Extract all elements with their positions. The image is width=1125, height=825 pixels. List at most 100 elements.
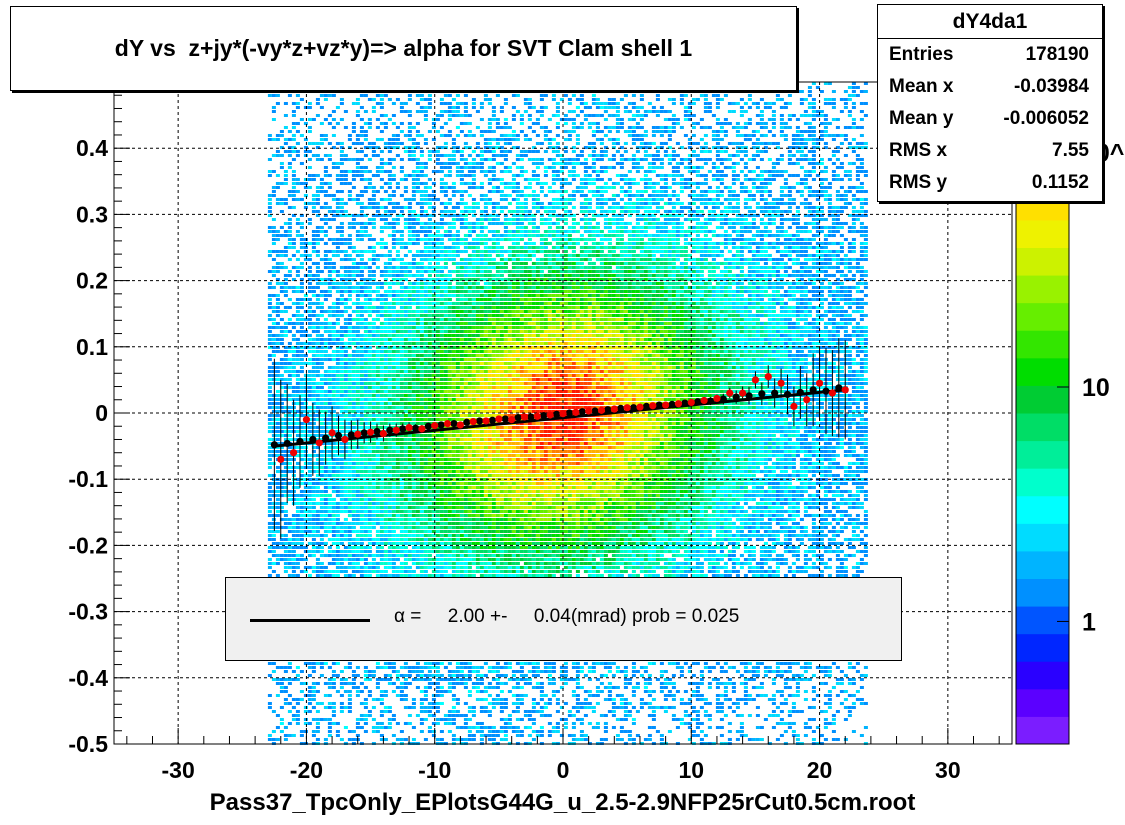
heatmap-cell — [359, 210, 364, 213]
heatmap-cell — [551, 174, 556, 177]
heatmap-cell — [703, 278, 708, 281]
heatmap-cell — [599, 106, 604, 109]
heatmap-cell — [291, 102, 296, 105]
heatmap-cell — [603, 278, 608, 281]
heatmap-cell — [319, 278, 324, 281]
heatmap-cell — [407, 126, 412, 129]
heatmap-cell — [367, 142, 372, 145]
heatmap-cell — [607, 234, 612, 237]
heatmap-cell — [387, 210, 392, 213]
heatmap-cell — [383, 198, 388, 201]
heatmap-cell — [755, 278, 760, 281]
heatmap-cell — [687, 106, 692, 109]
heatmap-cell — [415, 282, 420, 285]
heatmap-cell — [731, 254, 736, 257]
heatmap-cell — [667, 282, 672, 285]
heatmap-cell — [291, 238, 296, 241]
heatmap-cell — [343, 278, 348, 281]
heatmap-cell — [583, 266, 588, 269]
heatmap-cell — [623, 250, 628, 253]
heatmap-cell — [771, 174, 776, 177]
heatmap-cell — [395, 134, 400, 137]
heatmap-cell — [695, 230, 700, 233]
heatmap-cell — [311, 118, 316, 121]
heatmap-cell — [539, 262, 544, 265]
heatmap-cell — [535, 202, 540, 205]
heatmap-cell — [771, 110, 776, 113]
heatmap-cell — [435, 130, 440, 133]
heatmap-cell — [811, 114, 816, 117]
heatmap-cell — [671, 278, 676, 281]
heatmap-cell — [775, 238, 780, 241]
heatmap-cell — [759, 290, 764, 293]
heatmap-cell — [863, 90, 868, 93]
heatmap-cell — [611, 270, 616, 273]
heatmap-cell — [395, 138, 400, 141]
heatmap-cell — [307, 102, 312, 105]
heatmap-cell — [711, 166, 716, 169]
heatmap-cell — [411, 158, 416, 161]
heatmap-cell — [271, 238, 276, 241]
heatmap-cell — [271, 90, 276, 93]
heatmap-cell — [727, 110, 732, 113]
heatmap-cell — [671, 126, 676, 129]
heatmap-cell — [599, 194, 604, 197]
heatmap-cell — [735, 150, 740, 153]
heatmap-cell — [563, 222, 568, 225]
heatmap-cell — [683, 250, 688, 253]
heatmap-cell — [475, 238, 480, 241]
heatmap-cell — [643, 274, 648, 277]
heatmap-cell — [603, 126, 608, 129]
heatmap-cell — [423, 270, 428, 273]
heatmap-cell — [415, 298, 420, 301]
heatmap-cell — [667, 294, 672, 297]
heatmap-cell — [587, 166, 592, 169]
heatmap-cell — [763, 294, 768, 297]
heatmap-cell — [847, 258, 852, 261]
heatmap-cell — [807, 202, 812, 205]
heatmap-cell — [403, 254, 408, 257]
heatmap-cell — [643, 210, 648, 213]
heatmap-cell — [491, 222, 496, 225]
heatmap-cell — [779, 226, 784, 229]
heatmap-cell — [567, 214, 572, 217]
heatmap-cell — [343, 266, 348, 269]
heatmap-cell — [499, 162, 504, 165]
heatmap-cell — [531, 194, 536, 197]
heatmap-cell — [635, 222, 640, 225]
heatmap-cell — [755, 150, 760, 153]
heatmap-cell — [439, 162, 444, 165]
heatmap-cell — [307, 142, 312, 145]
heatmap-cell — [771, 142, 776, 145]
heatmap-cell — [539, 94, 544, 97]
heatmap-cell — [659, 206, 664, 209]
heatmap-cell — [663, 110, 668, 113]
heatmap-cell — [715, 246, 720, 249]
heatmap-cell — [707, 202, 712, 205]
heatmap-cell — [691, 210, 696, 213]
heatmap-cell — [479, 130, 484, 133]
heatmap-cell — [399, 294, 404, 297]
heatmap-cell — [467, 234, 472, 237]
heatmap-cell — [667, 162, 672, 165]
heatmap-cell — [751, 242, 756, 245]
heatmap-cell — [691, 126, 696, 129]
heatmap-cell — [379, 138, 384, 141]
heatmap-cell — [387, 282, 392, 285]
heatmap-cell — [267, 254, 272, 257]
heatmap-cell — [819, 218, 824, 221]
heatmap-cell — [463, 278, 468, 281]
heatmap-cell — [359, 94, 364, 97]
heatmap-cell — [563, 246, 568, 249]
heatmap-cell — [303, 206, 308, 209]
heatmap-cell — [747, 170, 752, 173]
heatmap-cell — [683, 178, 688, 181]
heatmap-cell — [607, 106, 612, 109]
heatmap-cell — [583, 170, 588, 173]
heatmap-cell — [783, 134, 788, 137]
heatmap-cell — [791, 186, 796, 189]
heatmap-cell — [587, 198, 592, 201]
heatmap-cell — [823, 142, 828, 145]
heatmap-cell — [399, 110, 404, 113]
heatmap-cell — [643, 186, 648, 189]
